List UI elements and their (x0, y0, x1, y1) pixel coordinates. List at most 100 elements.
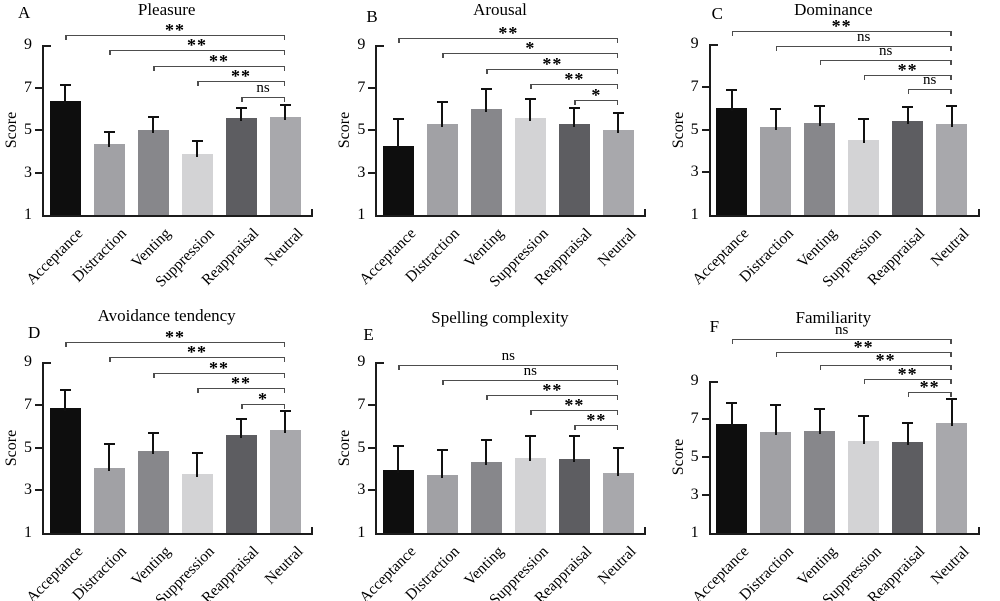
y-axis-top-stub (375, 45, 385, 47)
sig-bracket-end-tick (153, 65, 155, 71)
error-bar-cap (191, 451, 203, 454)
sig-bracket-end-tick (907, 89, 910, 94)
y-tick-label: 1 (690, 206, 699, 223)
sig-bracket (442, 53, 619, 55)
error-bar-line (441, 102, 444, 127)
sig-bracket-end-tick (950, 31, 952, 36)
sig-bracket (731, 31, 952, 32)
error-bar-line (397, 446, 400, 473)
error-bar-line (818, 105, 821, 127)
sig-bracket (775, 45, 952, 47)
sig-bracket-end-tick (950, 391, 952, 397)
y-axis-top-stub (375, 362, 385, 364)
y-tick-label: 9 (357, 36, 366, 53)
sig-bracket-end-tick (863, 378, 866, 384)
y-tick-label: 5 (24, 438, 32, 456)
bar-acceptance (382, 469, 414, 533)
y-tick-label: 1 (24, 206, 32, 223)
sig-bracket (398, 365, 619, 366)
x-tick-label: Neutral (927, 543, 973, 588)
error-bar-line (950, 105, 953, 128)
sig-bracket-end-tick (950, 339, 952, 344)
y-tick (701, 128, 709, 131)
y-tick (701, 494, 709, 496)
error-bar-cap (436, 101, 448, 104)
error-bar-line (573, 107, 576, 127)
sig-bracket-end-tick (950, 89, 952, 94)
y-tick-label: 3 (24, 481, 32, 499)
chart-title: Pleasure (137, 0, 196, 19)
error-bar-cap (858, 415, 870, 418)
sig-bracket-end-tick (283, 372, 285, 378)
error-bar-cap (191, 139, 203, 142)
panel-letter: D (28, 323, 41, 342)
sig-bracket-end-tick (950, 74, 952, 80)
y-tick-label: 7 (357, 395, 366, 413)
error-bar-line (108, 444, 110, 471)
sig-bracket-end-tick (574, 99, 576, 105)
error-bar-line (906, 422, 909, 445)
x-axis (708, 215, 980, 217)
bar-reappraisal (558, 123, 590, 215)
panel-letter: B (366, 7, 378, 26)
bar-acceptance (49, 407, 81, 533)
sig-label: ** (564, 69, 585, 90)
error-bar-line (397, 119, 400, 149)
error-bar-cap (612, 112, 624, 114)
bar-venting (470, 462, 502, 533)
x-tick-label: Neutral (594, 543, 640, 588)
x-axis-end-stub (644, 209, 647, 217)
y-tick-label: 7 (24, 78, 32, 96)
error-bar-line (64, 85, 66, 105)
sig-label: ** (498, 23, 519, 43)
y-tick-label: 5 (24, 121, 32, 138)
y-axis-title: Score (669, 111, 687, 148)
panel-letter: F (709, 317, 720, 336)
y-tick-label: 5 (357, 438, 366, 456)
sig-bracket-end-tick (65, 342, 67, 347)
bar-venting (470, 108, 502, 215)
sig-label: ** (919, 376, 940, 397)
x-tick-label: Neutral (261, 225, 307, 270)
sig-bracket (863, 74, 952, 76)
sig-label: ** (831, 16, 852, 36)
error-bar-cap (568, 434, 580, 437)
sig-label: ** (853, 337, 874, 358)
x-axis (708, 533, 980, 535)
error-bar-line (950, 399, 953, 426)
bar-reappraisal (225, 118, 257, 215)
sig-label: ns (856, 28, 871, 45)
error-bar-line (485, 440, 488, 466)
y-tick (35, 129, 42, 131)
bar-suppression (181, 154, 213, 215)
sig-bracket-end-tick (283, 65, 285, 71)
x-axis (375, 215, 647, 217)
chart-title: Avoidance tendency (97, 306, 236, 325)
sig-bracket-end-tick (283, 403, 285, 409)
error-bar-line (730, 402, 733, 427)
y-axis-title: Score (669, 438, 687, 476)
y-axis-top-stub (42, 362, 51, 364)
sig-bracket (819, 60, 952, 61)
sig-bracket (153, 372, 285, 374)
sig-bracket-end-tick (283, 81, 285, 87)
sig-label: ns (878, 43, 893, 59)
sig-bracket (65, 342, 285, 343)
error-bar-line (730, 89, 733, 112)
error-bar-cap (524, 434, 536, 437)
sig-bracket (731, 339, 952, 340)
y-tick (368, 129, 376, 131)
error-bar-cap (59, 388, 71, 391)
bar-reappraisal (225, 434, 257, 533)
y-tick-label: 1 (357, 206, 366, 223)
error-bar-cap (858, 117, 870, 120)
y-tick-label: 9 (357, 353, 366, 370)
sig-bracket-end-tick (109, 50, 111, 56)
y-axis (42, 362, 44, 535)
error-bar-line (240, 107, 242, 122)
error-bar-line (152, 432, 154, 454)
bar-acceptance (716, 108, 748, 215)
error-bar-line (196, 140, 198, 158)
bar-suppression (514, 458, 546, 533)
